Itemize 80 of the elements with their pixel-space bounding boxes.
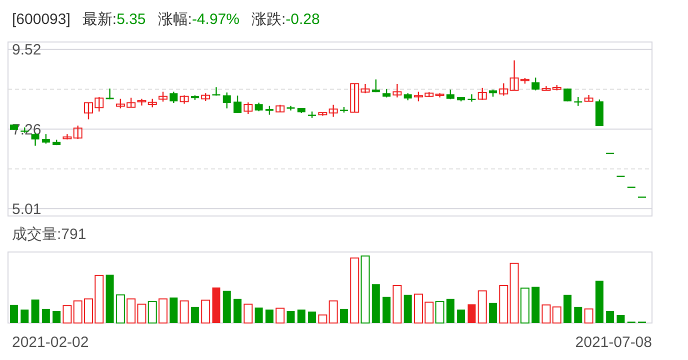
bar	[180, 300, 189, 324]
bar	[297, 310, 306, 323]
candlestick	[42, 134, 50, 144]
bar	[574, 306, 582, 323]
bar	[158, 298, 168, 324]
bar	[318, 314, 328, 324]
y-tick-label: 9.52	[12, 42, 42, 59]
bar	[499, 284, 508, 324]
bar	[392, 284, 402, 324]
candlestick	[392, 83, 402, 98]
bar	[20, 310, 29, 323]
bar	[595, 280, 604, 323]
bar	[148, 301, 157, 324]
chart-title: 成交量:791	[12, 226, 86, 243]
bar	[478, 290, 487, 324]
text: 2021-02-02	[12, 334, 89, 351]
candlestick	[170, 91, 178, 104]
bar	[468, 304, 476, 323]
y-tick-label: 5.01	[12, 200, 42, 218]
candlestick	[73, 125, 82, 140]
candlestick	[372, 78, 380, 93]
bar	[222, 290, 231, 323]
candlestick	[584, 94, 594, 102]
chart-title: [600093]	[12, 11, 70, 28]
candlestick	[180, 94, 189, 104]
bar	[328, 300, 338, 324]
bar	[435, 301, 444, 324]
bar	[457, 310, 466, 323]
bar	[62, 305, 72, 324]
candlestick	[478, 87, 487, 100]
bar	[446, 298, 454, 323]
bar	[10, 304, 18, 323]
candlestick	[328, 104, 338, 118]
bar	[340, 308, 348, 323]
bar	[372, 284, 380, 323]
candlestick	[222, 92, 231, 109]
candlestick	[244, 102, 253, 115]
bar	[382, 296, 391, 323]
candlestick	[234, 95, 242, 114]
candlestick	[532, 77, 540, 91]
candlestick	[564, 88, 572, 102]
bar	[201, 300, 210, 324]
bar	[488, 302, 497, 323]
bar	[606, 310, 614, 323]
bar	[190, 306, 199, 323]
bar	[244, 304, 253, 324]
text: 涨跌:-0.28	[251, 11, 320, 28]
text: 最新:5.35	[82, 11, 146, 28]
candlestick	[542, 86, 551, 91]
bar	[564, 294, 572, 323]
bar	[510, 262, 519, 324]
bar	[265, 310, 274, 323]
text: 涨幅:-4.97%	[158, 11, 240, 28]
candlestick	[158, 91, 168, 102]
bar	[106, 274, 114, 323]
bar	[584, 308, 594, 324]
bar	[552, 306, 562, 324]
bar	[116, 294, 125, 324]
candlestick	[499, 82, 508, 96]
bar	[404, 294, 412, 323]
bar	[308, 312, 316, 323]
bar	[31, 300, 40, 323]
bar	[276, 308, 285, 324]
text: 2021-07-08	[575, 334, 652, 351]
bar	[616, 314, 625, 323]
bar	[170, 298, 178, 323]
candlestick	[360, 83, 370, 94]
bar	[234, 298, 242, 323]
bar	[360, 256, 370, 324]
bar	[542, 304, 551, 324]
bar	[42, 308, 50, 323]
bar	[532, 286, 540, 323]
bar	[212, 287, 220, 323]
bar	[52, 310, 61, 323]
candlestick	[212, 86, 220, 96]
candlestick	[350, 83, 360, 113]
bar	[254, 308, 263, 323]
bar	[350, 258, 360, 324]
bar	[520, 288, 530, 324]
bar	[286, 310, 295, 323]
